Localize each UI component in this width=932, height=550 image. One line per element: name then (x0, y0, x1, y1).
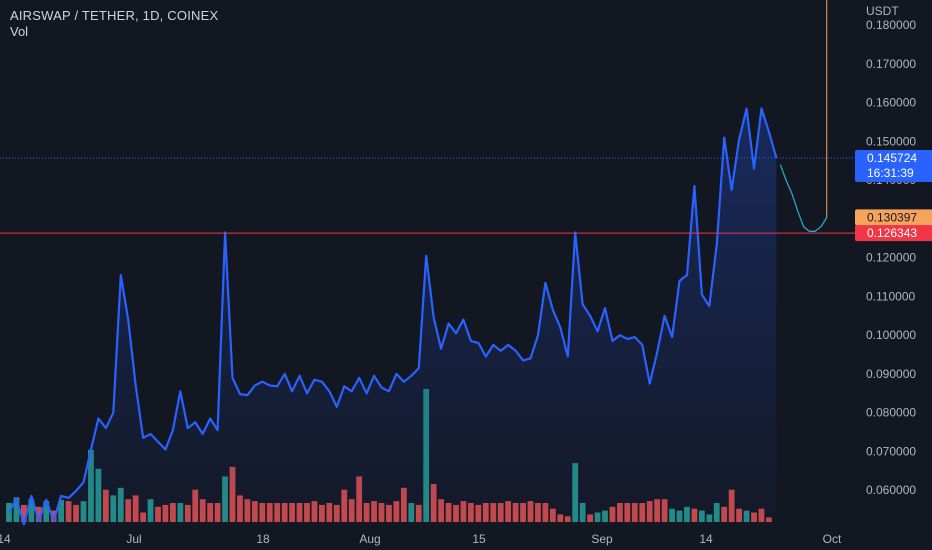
price-area-fill (9, 108, 777, 525)
orange-price-value: 0.130397 (867, 210, 917, 224)
projection-curve (779, 164, 828, 232)
current-price-value: 0.145724 (867, 151, 917, 165)
time-tick-label: Oct (823, 532, 842, 546)
price-badges: 0.145724 16:31:39 0.130397 0.126343 (855, 150, 932, 242)
time-tick-label: 18 (256, 532, 270, 546)
countdown-value: 16:31:39 (867, 166, 914, 180)
time-tick-label: 15 (472, 532, 486, 546)
time-tick-label: Aug (359, 532, 380, 546)
price-tick-label: 0.070000 (866, 444, 916, 458)
price-tick-label: 0.060000 (866, 483, 916, 497)
volume-bar (50, 510, 57, 522)
chart-title: AIRSWAP / TETHER, 1D, COINEX (10, 8, 219, 23)
price-line (8, 107, 778, 526)
volume-bar (21, 504, 27, 522)
time-tick-label: Jul (126, 532, 141, 546)
red-price-value: 0.126343 (867, 226, 917, 240)
volume-indicator-label[interactable]: Vol (10, 24, 29, 39)
time-axis: 14 Jul 18 Aug 15 Sep 14 Oct (0, 532, 842, 546)
price-tick-label: 0.180000 (866, 18, 916, 32)
time-tick-label: 14 (0, 532, 11, 546)
price-tick-label: 0.080000 (866, 406, 916, 420)
price-axis-unit: USDT (866, 4, 899, 18)
price-tick-label: 0.160000 (866, 96, 916, 110)
orange-price-badge (855, 209, 932, 226)
price-tick-label: 0.110000 (866, 289, 915, 303)
red-price-badge (855, 225, 932, 242)
time-tick-label: 14 (699, 532, 713, 546)
time-tick-label: Sep (591, 532, 613, 546)
price-tick-label: 0.150000 (866, 134, 916, 148)
volume-bar (35, 506, 42, 522)
current-price-badge (855, 150, 932, 183)
price-tick-label: 0.170000 (866, 57, 916, 71)
price-axis: USDT 0.060000 0.070000 0.080000 0.090000 0.1… (866, 4, 916, 497)
price-tick-label: 0.090000 (866, 367, 916, 381)
price-tick-label: 0.100000 (866, 328, 916, 342)
price-tick-label: 0.120000 (866, 251, 916, 265)
